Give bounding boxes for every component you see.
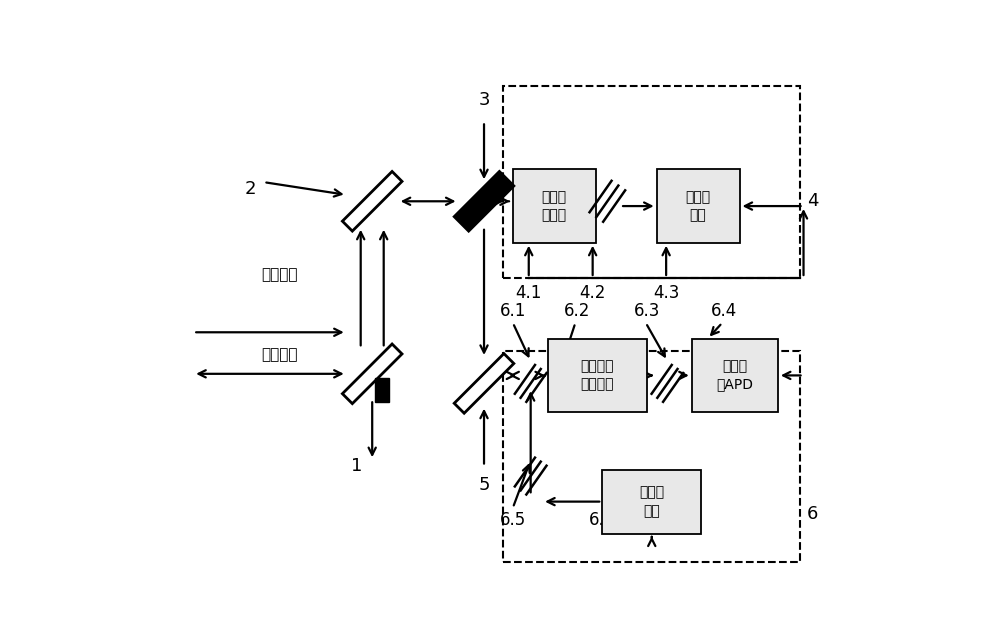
FancyBboxPatch shape bbox=[602, 470, 701, 534]
Polygon shape bbox=[342, 171, 402, 231]
Text: 1: 1 bbox=[351, 457, 362, 475]
Text: 激光接收
光学系统: 激光接收 光学系统 bbox=[581, 359, 614, 392]
Text: 激光通道: 激光通道 bbox=[261, 347, 298, 362]
Text: 5: 5 bbox=[478, 476, 490, 494]
Text: 脉冲激
光器: 脉冲激 光器 bbox=[639, 486, 664, 518]
Text: 6.5: 6.5 bbox=[500, 511, 526, 529]
Text: 4: 4 bbox=[807, 192, 818, 210]
Text: 3: 3 bbox=[478, 91, 490, 109]
Text: 红外光
学系统: 红外光 学系统 bbox=[542, 190, 567, 222]
Text: 6.4: 6.4 bbox=[711, 302, 737, 320]
FancyBboxPatch shape bbox=[692, 339, 778, 412]
Text: 4.2: 4.2 bbox=[579, 284, 606, 302]
Text: 6.3: 6.3 bbox=[634, 302, 660, 320]
Text: 4.1: 4.1 bbox=[516, 284, 542, 302]
Text: 激光接
收APD: 激光接 收APD bbox=[716, 359, 753, 392]
Text: 6.6: 6.6 bbox=[589, 511, 615, 529]
Text: 6: 6 bbox=[807, 505, 818, 523]
Text: 红外探
测器: 红外探 测器 bbox=[686, 190, 711, 222]
Polygon shape bbox=[454, 171, 514, 231]
FancyBboxPatch shape bbox=[513, 169, 596, 243]
FancyBboxPatch shape bbox=[657, 169, 740, 243]
Polygon shape bbox=[342, 344, 402, 404]
Text: 红外辐射: 红外辐射 bbox=[261, 267, 298, 282]
Polygon shape bbox=[454, 353, 514, 413]
Text: 6.2: 6.2 bbox=[563, 302, 590, 320]
Text: 2: 2 bbox=[244, 180, 256, 197]
Text: 6.1: 6.1 bbox=[500, 302, 526, 320]
Text: 4.3: 4.3 bbox=[653, 284, 679, 302]
FancyBboxPatch shape bbox=[548, 339, 647, 412]
Bar bbox=[375, 378, 389, 402]
